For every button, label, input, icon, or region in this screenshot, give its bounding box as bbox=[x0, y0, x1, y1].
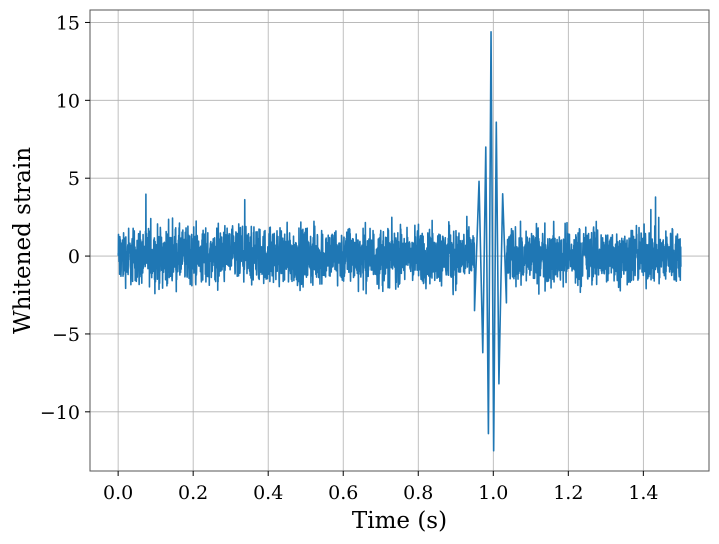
y-axis-label: Whitened strain bbox=[10, 147, 36, 334]
x-axis: 0.0 0.2 0.4 0.6 0.8 1.0 1.2 1.4 bbox=[103, 471, 658, 504]
plot-frame bbox=[89, 9, 710, 472]
x-tick-label: 0.8 bbox=[403, 482, 433, 504]
series-group bbox=[117, 31, 682, 452]
y-tick-label: 0 bbox=[68, 246, 80, 268]
x-tick-label: 1.2 bbox=[553, 482, 583, 504]
y-tick-label: −10 bbox=[40, 402, 80, 424]
x-tick-label: 1.4 bbox=[628, 482, 658, 504]
x-tick-label: 0.4 bbox=[253, 482, 283, 504]
x-axis-label: Time (s) bbox=[352, 508, 447, 534]
x-tick-label: 0.6 bbox=[328, 482, 358, 504]
y-tick-label: 5 bbox=[68, 168, 80, 190]
series-line bbox=[117, 31, 682, 452]
x-tick-label: 0.2 bbox=[178, 482, 208, 504]
y-tick-label: 15 bbox=[56, 12, 80, 34]
x-tick-label: 0.0 bbox=[103, 482, 133, 504]
y-axis: −10 −5 0 5 10 15 bbox=[40, 12, 90, 424]
y-tick-label: 10 bbox=[56, 90, 80, 112]
y-tick-label: −5 bbox=[52, 324, 80, 346]
x-tick-label: 1.0 bbox=[478, 482, 508, 504]
